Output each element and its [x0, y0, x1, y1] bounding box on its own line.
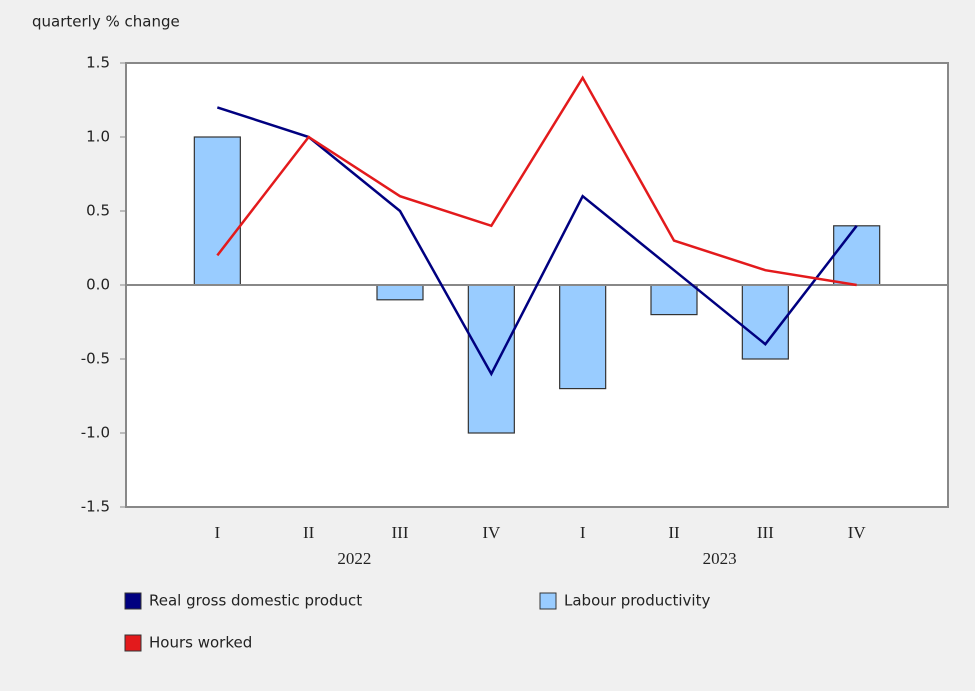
legend-swatch [539, 592, 557, 610]
x-group-label: 2023 [703, 549, 737, 568]
legend-label: Hours worked [149, 634, 252, 652]
legend-label: Labour productivity [564, 592, 710, 610]
y-tick-label: 0.0 [86, 276, 110, 294]
y-tick-label: -1.5 [81, 498, 110, 516]
y-axis-label: quarterly % change [32, 13, 180, 31]
x-tick-label: I [214, 523, 220, 542]
x-group-label: 2022 [337, 549, 371, 568]
bar [193, 136, 241, 286]
x-tick-label: II [668, 523, 680, 542]
legend-label: Real gross domestic product [149, 592, 362, 610]
y-tick-label: -0.5 [81, 350, 110, 368]
line [216, 75, 857, 287]
bar [650, 284, 698, 316]
bar [376, 284, 424, 301]
y-tick-label: 0.5 [86, 202, 110, 220]
line [216, 106, 858, 377]
bar [467, 284, 515, 434]
x-tick-label: I [580, 523, 586, 542]
y-tick-label: -1.0 [81, 424, 110, 442]
bar [559, 284, 607, 390]
x-tick-label: IV [482, 523, 501, 542]
y-tick-label: 1.0 [86, 128, 110, 146]
x-tick-label: III [392, 523, 409, 542]
y-tick-label: 1.5 [86, 54, 110, 72]
legend-swatch [124, 592, 142, 610]
legend-swatch [124, 634, 142, 652]
x-tick-label: II [303, 523, 315, 542]
x-tick-label: III [757, 523, 774, 542]
bar [741, 284, 789, 360]
x-tick-label: IV [848, 523, 867, 542]
bar [833, 225, 881, 286]
